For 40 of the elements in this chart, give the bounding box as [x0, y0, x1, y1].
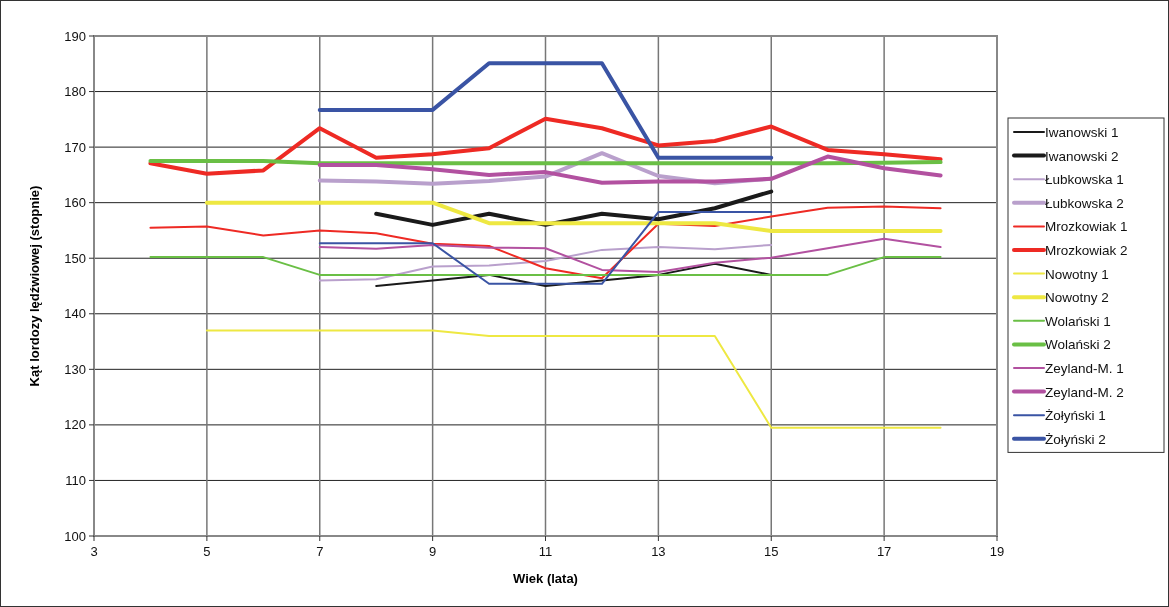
x-tick-label: 7 — [316, 544, 324, 559]
legend-label: Wolański 2 — [1045, 337, 1111, 353]
y-tick-label: 190 — [64, 28, 86, 44]
y-tick-label: 170 — [64, 139, 86, 155]
x-tick-label: 19 — [989, 544, 1005, 559]
legend-label: Mrozkowiak 2 — [1045, 243, 1128, 258]
line-series — [317, 154, 943, 185]
x-tick-label: 13 — [651, 544, 666, 559]
legend-label: Łubkowska 2 — [1045, 195, 1124, 211]
y-tick-label: 130 — [64, 361, 86, 377]
legend-label: Żołyński 1 — [1045, 408, 1106, 424]
x-tick-label: 17 — [876, 544, 892, 559]
y-tick-label: 180 — [64, 84, 86, 100]
legend-label: Zeyland-M. 2 — [1045, 384, 1124, 400]
legend-label: Nowotny 2 — [1045, 290, 1109, 306]
line-series — [149, 205, 942, 280]
x-tick-label: 15 — [764, 544, 779, 559]
legend-label: Łubkowska 1 — [1045, 172, 1124, 188]
legend-label: Mrozkowiak 1 — [1045, 219, 1128, 235]
line-series — [318, 237, 942, 274]
y-axis-title: Kąt lordozy lędźwiowej (stopnie) — [27, 185, 42, 387]
legend-label: Nowotny 1 — [1045, 266, 1109, 282]
legend-label: Iwanowski 2 — [1045, 148, 1119, 164]
x-tick-label: 9 — [429, 544, 437, 559]
x-tick-label: 5 — [203, 544, 211, 559]
legend-label: Wolański 1 — [1045, 313, 1111, 329]
x-tick-label: 3 — [90, 544, 98, 559]
y-tick-label: 150 — [64, 250, 86, 266]
x-axis-title: Wiek (lata) — [513, 571, 578, 586]
x-tick-label: 11 — [538, 544, 553, 559]
y-tick-label: 160 — [64, 195, 86, 211]
legend-label: Iwanowski 1 — [1045, 125, 1119, 140]
y-tick-label: 120 — [64, 417, 86, 433]
y-tick-label: 140 — [64, 306, 86, 322]
line-series — [148, 116, 943, 176]
y-tick-label: 110 — [65, 472, 86, 488]
legend-label: Zeyland-M. 1 — [1045, 361, 1124, 376]
legend-label: Żołyński 2 — [1045, 431, 1106, 447]
y-tick-label: 100 — [64, 528, 86, 544]
line-series — [318, 243, 773, 282]
